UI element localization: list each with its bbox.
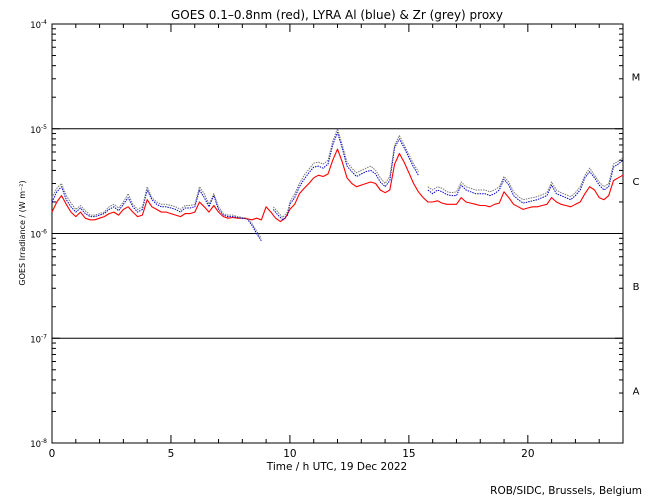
series-line-0: [51, 148, 624, 223]
flare-class-label: B: [633, 282, 640, 293]
chart-title: GOES 0.1–0.8nm (red), LYRA Al (blue) & Z…: [171, 8, 503, 22]
x-tick-label: 5: [168, 448, 175, 460]
y-tick-label: 10-4: [30, 19, 47, 31]
series-line-2: [51, 128, 624, 239]
y-tick-label: 10-6: [30, 229, 47, 241]
x-tick-label: 0: [49, 448, 56, 460]
x-axis-label: Time / h UTC, 19 Dec 2022: [266, 461, 407, 473]
credit-text: ROB/SIDC, Brussels, Belgium: [490, 485, 642, 497]
flare-class-label: C: [633, 177, 640, 188]
flare-class-labels: A B C M: [632, 72, 641, 397]
series-layer: [51, 128, 624, 242]
flare-class-label: A: [633, 387, 640, 398]
x-tick-label: 20: [521, 448, 534, 460]
x-tick-label: 10: [283, 448, 296, 460]
y-tick-label: 10-8: [30, 438, 47, 450]
x-axis: 0 5 10 15 20: [49, 24, 624, 460]
y-tick-label: 10-5: [30, 124, 47, 136]
flare-class-lines: [52, 128, 623, 339]
flare-class-label: M: [632, 72, 641, 83]
x-tick-label: 15: [402, 448, 415, 460]
y-axis: 10-8 10-7 10-6 10-5 10-4: [30, 19, 623, 450]
y-tick-label: 10-7: [30, 333, 47, 345]
y-axis-label: GOES Irradiance / (W m⁻²): [18, 180, 27, 285]
